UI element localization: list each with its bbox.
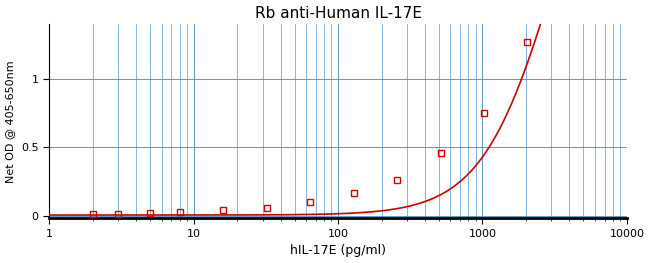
X-axis label: hIL-17E (pg/ml): hIL-17E (pg/ml) bbox=[290, 244, 386, 257]
Y-axis label: Net OD @ 405-650nm: Net OD @ 405-650nm bbox=[6, 60, 16, 183]
Title: Rb anti-Human IL-17E: Rb anti-Human IL-17E bbox=[255, 6, 422, 21]
